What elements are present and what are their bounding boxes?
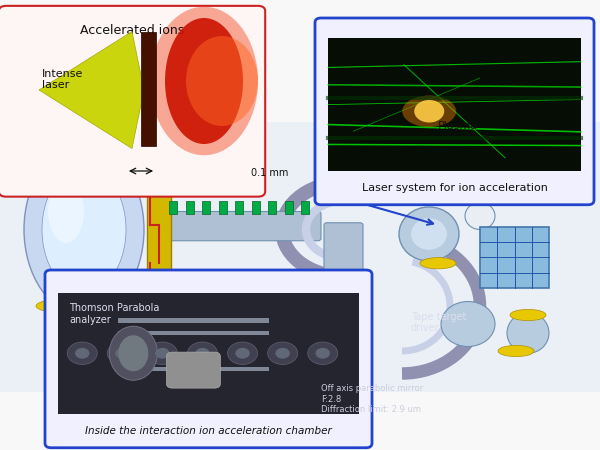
Text: Tape target
driver: Tape target driver — [411, 311, 466, 333]
Ellipse shape — [465, 202, 495, 230]
Bar — [186, 201, 193, 214]
Ellipse shape — [441, 302, 495, 346]
FancyBboxPatch shape — [147, 184, 171, 274]
Ellipse shape — [48, 180, 84, 243]
Ellipse shape — [498, 346, 534, 356]
Ellipse shape — [402, 95, 456, 127]
Ellipse shape — [118, 335, 148, 371]
FancyBboxPatch shape — [480, 227, 549, 288]
Bar — [285, 201, 293, 214]
Circle shape — [75, 348, 89, 359]
Bar — [202, 201, 210, 214]
Circle shape — [308, 342, 338, 364]
Circle shape — [227, 342, 257, 364]
Circle shape — [187, 342, 217, 364]
Bar — [328, 38, 581, 171]
Text: 0.1 mm: 0.1 mm — [251, 168, 289, 178]
Bar — [169, 201, 177, 214]
Ellipse shape — [36, 144, 132, 162]
Text: Inside the interaction ion acceleration chamber: Inside the interaction ion acceleration … — [85, 426, 332, 436]
Bar — [118, 330, 269, 335]
Circle shape — [115, 348, 130, 359]
Ellipse shape — [399, 207, 459, 261]
Ellipse shape — [36, 297, 132, 315]
Circle shape — [195, 348, 209, 359]
FancyBboxPatch shape — [165, 212, 321, 241]
Ellipse shape — [42, 166, 126, 292]
Ellipse shape — [109, 326, 157, 380]
FancyBboxPatch shape — [166, 352, 220, 388]
Bar — [235, 201, 243, 214]
Ellipse shape — [165, 18, 243, 144]
Bar — [268, 201, 276, 214]
FancyBboxPatch shape — [45, 270, 372, 448]
Bar — [301, 201, 309, 214]
Ellipse shape — [24, 144, 144, 315]
Ellipse shape — [507, 313, 549, 353]
Bar — [141, 32, 156, 146]
Circle shape — [148, 342, 178, 364]
Ellipse shape — [150, 7, 258, 155]
Bar — [218, 201, 227, 214]
Circle shape — [67, 342, 97, 364]
Text: Thomson Parabola
analyzer: Thomson Parabola analyzer — [69, 303, 160, 325]
Text: Intense
laser: Intense laser — [42, 69, 83, 90]
FancyBboxPatch shape — [0, 6, 265, 197]
Circle shape — [235, 348, 250, 359]
Text: Laser system for ion acceleration: Laser system for ion acceleration — [362, 183, 547, 193]
Circle shape — [275, 348, 290, 359]
Text: Plasma: Plasma — [438, 122, 478, 131]
Ellipse shape — [186, 36, 258, 126]
Ellipse shape — [414, 100, 444, 122]
Bar — [118, 319, 269, 323]
Text: Accelerated ions: Accelerated ions — [80, 24, 184, 37]
Ellipse shape — [420, 257, 456, 269]
Text: Off axis parabolic mirror
F:2.8
Diffraction limit: 2.9 um: Off axis parabolic mirror F:2.8 Diffract… — [321, 384, 423, 414]
Bar — [58, 292, 359, 414]
Ellipse shape — [510, 310, 546, 320]
FancyBboxPatch shape — [324, 223, 363, 344]
Bar — [252, 201, 260, 214]
Bar — [0, 122, 600, 392]
Circle shape — [155, 348, 170, 359]
FancyBboxPatch shape — [315, 18, 594, 205]
Circle shape — [268, 342, 298, 364]
Circle shape — [316, 348, 330, 359]
Ellipse shape — [411, 218, 447, 250]
Circle shape — [107, 342, 137, 364]
Bar — [118, 367, 269, 372]
Polygon shape — [39, 32, 144, 148]
